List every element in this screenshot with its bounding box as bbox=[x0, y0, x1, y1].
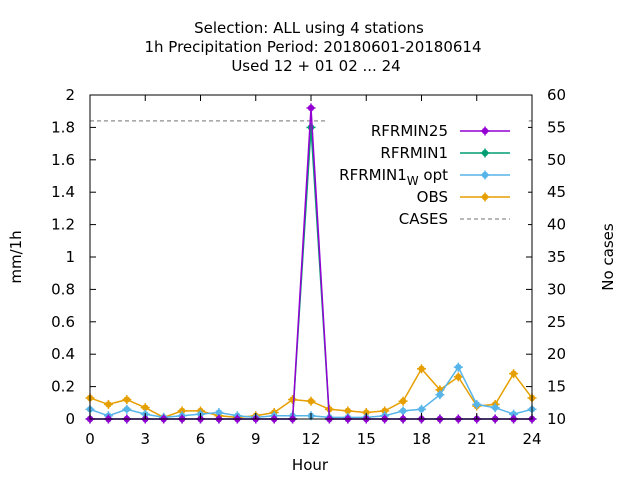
chart-title-line-3: Used 12 + 01 02 ... 24 bbox=[231, 57, 400, 75]
series-cases bbox=[90, 120, 532, 129]
data-point-obs-18 bbox=[417, 364, 426, 374]
legend-entry-rfrmin1-w-opt: RFRMIN1W opt bbox=[339, 166, 510, 188]
series-line-obs bbox=[89, 367, 533, 419]
y2-tick-label: 50 bbox=[547, 151, 566, 169]
legend-label: RFRMIN25 bbox=[371, 122, 448, 140]
data-point-rfrmin1-w-opt-17 bbox=[398, 406, 408, 416]
x-tick-label: 15 bbox=[357, 430, 376, 448]
data-point-rfrmin1-w-opt-19 bbox=[435, 390, 445, 400]
y-tick-label: 0 bbox=[65, 410, 75, 428]
legend-label: OBS bbox=[417, 188, 448, 206]
legend-label-suffix: opt bbox=[419, 166, 448, 184]
y-tick-label: 1.2 bbox=[51, 216, 75, 234]
y-tick-label: 0.4 bbox=[51, 345, 75, 363]
data-point-obs-1 bbox=[103, 399, 113, 409]
y-tick-label: 0.2 bbox=[51, 378, 75, 396]
chart-title-line-1: Selection: ALL using 4 stations bbox=[194, 19, 424, 37]
y2-tick-label: 25 bbox=[547, 313, 566, 331]
legend-label-main: RFRMIN1 bbox=[339, 166, 407, 184]
y2-tick-label: 15 bbox=[547, 378, 566, 396]
x-tick-label: 6 bbox=[196, 430, 206, 448]
y-tick-label: 0.6 bbox=[51, 313, 75, 331]
data-point-rfrmin1-w-opt-2 bbox=[122, 404, 132, 414]
legend-entry-rfrmin1: RFRMIN1 bbox=[380, 144, 510, 162]
y2-tick-label: 20 bbox=[547, 345, 566, 363]
legend-label-sub: W bbox=[407, 174, 419, 188]
legend-label: RFRMIN1 bbox=[380, 144, 448, 162]
y-tick-label: 1.8 bbox=[51, 118, 75, 136]
y-tick-label: 1 bbox=[65, 248, 75, 266]
chart-title-line-2: 1h Precipitation Period: 20180601-201806… bbox=[144, 38, 481, 56]
data-point-obs-20 bbox=[453, 372, 463, 382]
data-point-rfrmin1-w-opt-20 bbox=[453, 362, 463, 372]
x-tick-label: 0 bbox=[85, 430, 95, 448]
data-point-obs-2 bbox=[122, 395, 132, 405]
y2-tick-label: 10 bbox=[547, 410, 566, 428]
x-axis-label: Hour bbox=[292, 456, 329, 474]
chart-title: Selection: ALL using 4 stations 1h Preci… bbox=[144, 19, 481, 75]
data-point-obs-12 bbox=[306, 396, 316, 406]
x-tick-label: 21 bbox=[467, 430, 486, 448]
data-point-obs-17 bbox=[398, 396, 408, 406]
y-tick-label: 1.6 bbox=[51, 151, 75, 169]
legend-label: RFRMIN1W opt bbox=[339, 166, 448, 188]
legend-label: CASES bbox=[399, 210, 448, 228]
x-tick-label: 3 bbox=[140, 430, 150, 448]
legend-marker bbox=[480, 148, 490, 158]
x-tick-label: 9 bbox=[251, 430, 261, 448]
data-point-rfrmin1-w-opt-22 bbox=[490, 403, 500, 413]
y2-axis-label: No cases bbox=[599, 223, 617, 291]
y2-tick-label: 45 bbox=[547, 183, 566, 201]
y-tick-label: 0.8 bbox=[51, 280, 75, 298]
y-axis-label: mm/1h bbox=[7, 230, 25, 283]
axes: 0 3 6 9 12 15 18 21 2400.20.40.60.811.21.41.61.8… bbox=[51, 86, 566, 448]
y2-tick-label: 55 bbox=[547, 118, 566, 136]
data-point-rfrmin1-12 bbox=[306, 122, 316, 132]
y2-tick-label: 35 bbox=[547, 248, 566, 266]
legend-marker bbox=[480, 192, 490, 202]
legend-background bbox=[325, 120, 528, 228]
data-point-rfrmin25-12 bbox=[306, 103, 316, 113]
series-line-cases bbox=[90, 120, 532, 129]
data-point-rfrmin1-w-opt-18 bbox=[417, 404, 426, 414]
y2-tick-label: 40 bbox=[547, 216, 566, 234]
x-tick-label: 18 bbox=[412, 430, 431, 448]
x-tick-label: 12 bbox=[301, 430, 320, 448]
legend-entry-rfrmin25: RFRMIN25 bbox=[371, 122, 510, 140]
x-tick-label: 24 bbox=[522, 430, 541, 448]
series-line-rfrmin1-w-opt bbox=[89, 365, 533, 419]
y2-tick-label: 30 bbox=[547, 280, 566, 298]
data-point-obs-23 bbox=[509, 369, 519, 379]
y-tick-label: 2 bbox=[65, 86, 75, 104]
legend-entry-obs: OBS bbox=[417, 188, 510, 206]
legend-marker bbox=[480, 170, 490, 180]
data-point-rfrmin1-w-opt-21 bbox=[472, 399, 482, 409]
y-tick-label: 1.4 bbox=[51, 183, 75, 201]
legend-entry-cases: CASES bbox=[399, 210, 510, 228]
legend-marker bbox=[480, 126, 490, 136]
y2-tick-label: 60 bbox=[547, 86, 566, 104]
